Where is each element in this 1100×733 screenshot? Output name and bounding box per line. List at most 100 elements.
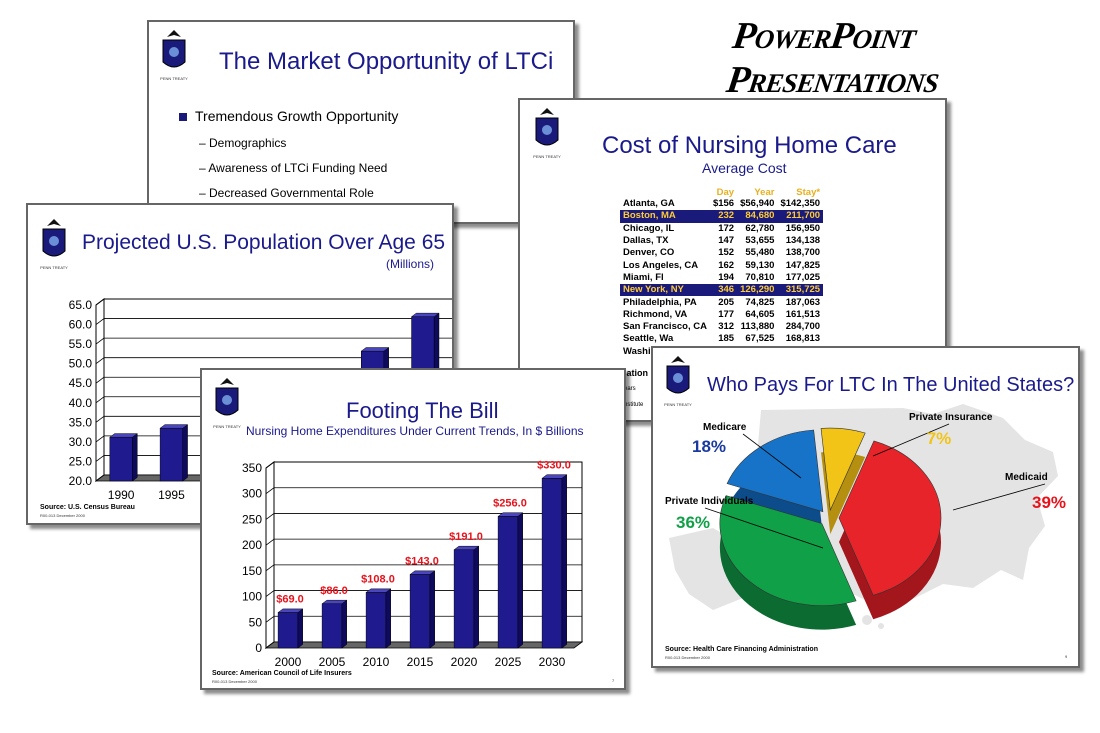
cell-year: 70,810 <box>745 271 775 283</box>
cell-city: Los Angeles, CA <box>623 259 699 271</box>
data-label: $143.0 <box>405 555 439 567</box>
cell-city: Richmond, VA <box>623 308 688 320</box>
bar-side <box>429 570 435 649</box>
bar-side <box>297 608 303 649</box>
cell-year: 113,880 <box>740 321 775 333</box>
cell-city: Washi <box>623 345 651 357</box>
x-tick-label: 1990 <box>108 488 135 502</box>
bar-side <box>341 599 347 649</box>
bar-top <box>109 433 139 438</box>
bar <box>277 612 299 649</box>
data-label: $69.0 <box>276 594 304 606</box>
cell-day: 232 <box>709 210 738 223</box>
bar <box>453 549 475 649</box>
y-tick-label: 20.0 <box>69 474 93 488</box>
chart-side-wall <box>265 461 275 649</box>
bar-top <box>360 347 390 352</box>
slice-label: Medicaid <box>1005 472 1048 483</box>
gridline-diag <box>95 298 105 306</box>
source-note: Source: American Council of Life Insurer… <box>212 670 352 677</box>
x-tick-label: 2010 <box>363 655 390 669</box>
cell-city: New York, NY <box>620 284 710 297</box>
footnote: R00-013 December 2000 <box>665 655 710 660</box>
footer-fragment: Nation <box>620 368 648 378</box>
footnote: R00-013 December 2000 <box>40 513 85 518</box>
col-header: Stay* <box>796 186 821 198</box>
x-tick-label: 2000 <box>275 655 302 669</box>
crest-logo: PENN TREATY <box>40 219 68 270</box>
slice-value: 39% <box>1032 493 1066 512</box>
cell-city: Atlanta, GA <box>623 198 675 210</box>
cell-city: Boston, MA <box>620 210 710 223</box>
cell-day: 312 <box>718 321 735 333</box>
leader-line <box>742 433 802 479</box>
slice-value: 7% <box>927 429 952 448</box>
y-tick-label: 350 <box>242 461 262 475</box>
gridline-diag <box>95 396 105 404</box>
gridline-diag <box>95 357 105 364</box>
slide-footing-bill[interactable]: PENN TREATY Footing The Bill Nursing Hom… <box>200 368 626 690</box>
cell-year: 126,290 <box>737 284 778 297</box>
bar <box>109 436 133 482</box>
y-tick-label: 150 <box>242 564 262 578</box>
cell-stay: 187,063 <box>785 296 821 308</box>
cell-day: 177 <box>718 308 735 320</box>
y-tick-label: 50 <box>249 615 263 629</box>
gridline-diag <box>265 615 275 623</box>
cell-stay: 211,700 <box>777 210 824 223</box>
data-label: $256.0 <box>493 497 527 509</box>
cell-year: 53,655 <box>745 235 775 247</box>
y-tick-label: 25.0 <box>69 454 93 468</box>
leader-line <box>704 507 824 549</box>
x-tick-label: 2025 <box>495 655 522 669</box>
crest-logo: PENN TREATY <box>533 108 561 159</box>
cell-city: Chicago, IL <box>623 222 675 234</box>
page-number: 7 <box>612 678 615 683</box>
footer-fragment: ears <box>624 386 636 392</box>
cell-day: 205 <box>718 296 735 308</box>
cell-stay: 177,025 <box>785 271 821 283</box>
cell-year: 67,525 <box>745 333 775 345</box>
cell-day: $156 <box>712 198 735 210</box>
table-row: Philadelphia, PA 205 74,825 187,063 <box>620 296 823 308</box>
chart-side-wall <box>95 298 105 482</box>
leader-line <box>952 483 1046 511</box>
cell-day: 194 <box>718 271 735 283</box>
chart-title: Who Pays For LTC In The United States? <box>707 374 1075 396</box>
pie-slice <box>838 440 942 596</box>
cell-stay: $142,350 <box>780 198 821 210</box>
table-row: New York, NY 346 126,290 315,725 <box>620 284 824 297</box>
slide-who-pays[interactable]: PENN TREATY Who Pays For LTC In The Unit… <box>651 346 1080 668</box>
table-row: Seattle, Wa 185 67,525 168,813 <box>620 333 823 345</box>
footnote: R00-013 December 2000 <box>212 679 257 684</box>
cell-stay: 134,138 <box>785 235 821 247</box>
slice-label: Medicare <box>703 422 747 433</box>
gridline-diag <box>265 564 275 572</box>
table-row: Richmond, VA 177 64,605 161,513 <box>620 309 823 321</box>
cell-year: 74,825 <box>745 296 775 308</box>
pie-slice <box>719 495 857 606</box>
slide-market-opportunity[interactable]: PENN TREATY The Market Opportunity of LT… <box>147 20 575 224</box>
svg-text:PENN TREATY: PENN TREATY <box>40 265 68 270</box>
slide-title: Cost of Nursing Home Care <box>602 132 897 159</box>
cell-city: Seattle, Wa <box>623 333 674 345</box>
cell-day: 185 <box>718 333 735 345</box>
gridline-diag <box>95 318 105 325</box>
x-tick-label: 2015 <box>407 655 434 669</box>
table-row: Boston, MA 232 84,680 211,700 <box>620 210 824 223</box>
pie-slice <box>820 427 866 512</box>
slide-title: The Market Opportunity of LTCi <box>219 48 554 75</box>
cell-stay: 161,513 <box>785 308 821 320</box>
y-tick-label: 35.0 <box>69 415 93 429</box>
crest-logo: PENN TREATY <box>664 356 692 407</box>
page-number: 9 <box>1065 654 1068 659</box>
cell-stay: 138,700 <box>785 247 821 259</box>
page-headline: PowerPoint Presentations <box>723 15 942 101</box>
data-label: $108.0 <box>361 573 395 585</box>
x-tick-label: 2030 <box>539 655 566 669</box>
y-tick-label: 250 <box>242 512 262 526</box>
slice-label: Private Individuals <box>665 496 754 507</box>
crest-logo: PENN TREATY <box>160 30 188 81</box>
cell-year: $56,940 <box>740 198 775 210</box>
bar-side <box>517 512 523 649</box>
